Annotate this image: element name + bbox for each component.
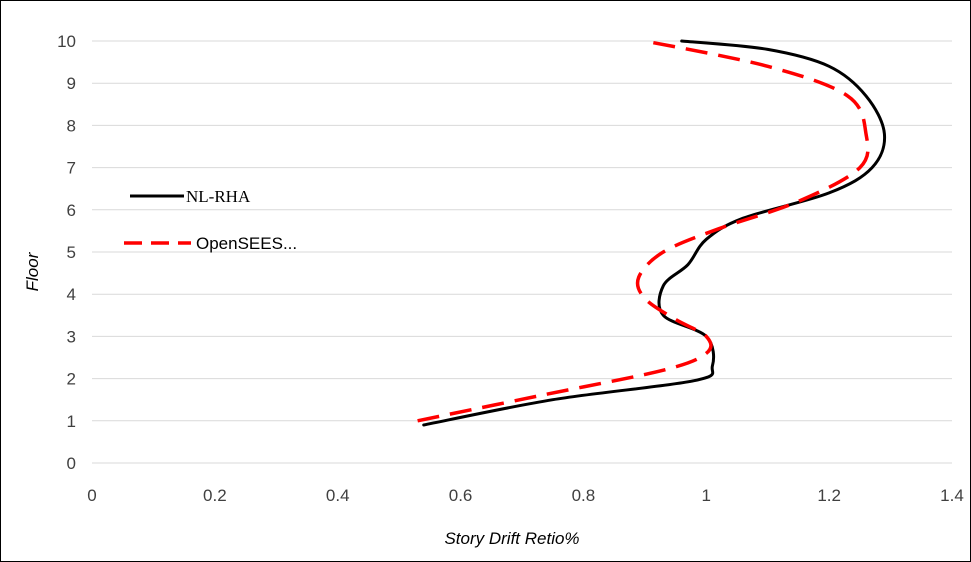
y-tick-label: 8 bbox=[67, 116, 76, 135]
y-axis-title: Floor bbox=[23, 251, 42, 291]
series-lines bbox=[417, 39, 887, 427]
y-tick-label: 2 bbox=[67, 370, 76, 389]
y-tick-label: 7 bbox=[67, 159, 76, 178]
y-tick-label: 6 bbox=[67, 201, 76, 220]
y-tick-label: 9 bbox=[67, 74, 76, 93]
legend-label-nl-rha: NL-RHA bbox=[186, 187, 251, 206]
x-axis-ticks: 0 0.2 0.4 0.6 0.8 1 1.2 1.4 bbox=[87, 486, 964, 505]
y-tick-label: 10 bbox=[57, 32, 76, 51]
y-axis-ticks: 0 1 2 3 4 5 6 7 8 9 10 bbox=[57, 32, 76, 473]
x-tick-label: 1.4 bbox=[940, 486, 964, 505]
series-line-opensees bbox=[417, 39, 870, 423]
x-tick-label: 0 bbox=[87, 486, 96, 505]
legend: NL-RHA OpenSEES... bbox=[124, 187, 297, 253]
x-tick-label: 0.6 bbox=[449, 486, 473, 505]
y-tick-label: 1 bbox=[67, 412, 76, 431]
x-tick-label: 0.4 bbox=[326, 486, 350, 505]
x-tick-label: 1 bbox=[702, 486, 711, 505]
x-tick-label: 1.2 bbox=[817, 486, 841, 505]
x-tick-label: 0.2 bbox=[203, 486, 227, 505]
x-tick-label: 0.8 bbox=[572, 486, 596, 505]
y-tick-label: 0 bbox=[67, 454, 76, 473]
y-tick-label: 4 bbox=[67, 285, 76, 304]
y-tick-label: 5 bbox=[67, 243, 76, 262]
y-tick-label: 3 bbox=[67, 327, 76, 346]
grid-lines bbox=[92, 40, 952, 464]
series-line-nl-rha bbox=[422, 39, 887, 427]
legend-label-opensees: OpenSEES... bbox=[196, 234, 297, 253]
x-axis-title: Story Drift Retio% bbox=[444, 529, 579, 548]
